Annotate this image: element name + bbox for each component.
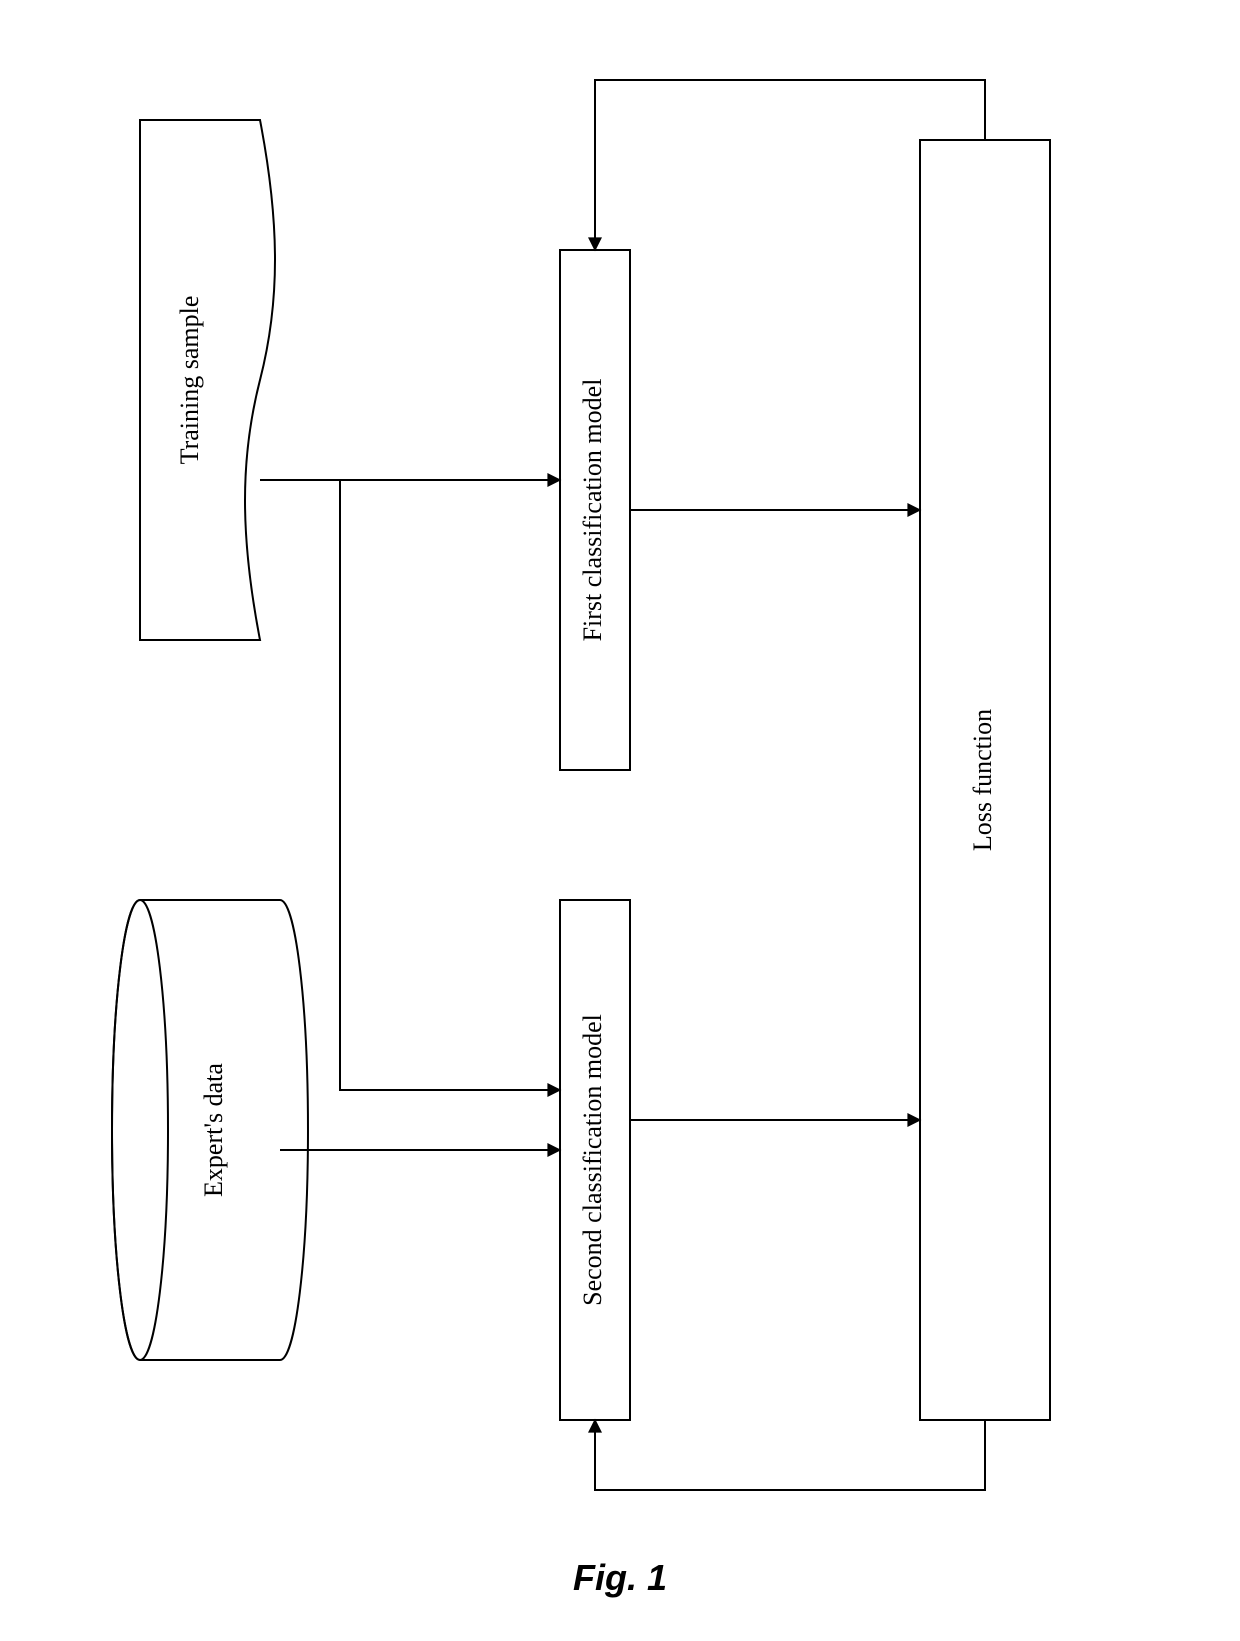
edge-loss_function-to-second_model xyxy=(595,1420,985,1490)
label-loss_function: Loss function xyxy=(968,709,997,851)
edge-loss_function-to-first_model xyxy=(595,80,985,250)
label-experts_data: Expert's data xyxy=(199,1063,228,1197)
figure-caption: Fig. 1 xyxy=(573,1557,667,1598)
label-training_sample: Training sample xyxy=(175,296,204,465)
edge-training_sample-to-second_model xyxy=(340,480,560,1090)
label-first_model: First classification model xyxy=(578,379,607,642)
node-training_sample xyxy=(140,120,275,640)
figure-page: Training sample Expert's data First classi… xyxy=(0,0,1240,1641)
node-experts_data-cap xyxy=(112,900,168,1360)
flowchart-svg: Training sample Expert's data First classi… xyxy=(0,0,1240,1641)
label-second_model: Second classification model xyxy=(578,1014,607,1306)
